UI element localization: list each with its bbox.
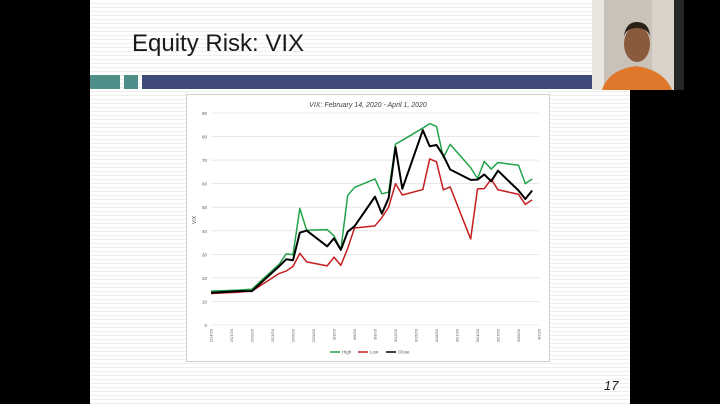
- x-tick-label: 2/29/20: [311, 328, 316, 342]
- x-tick-label: 3/9/20: [373, 328, 378, 340]
- legend-label: Close: [398, 350, 410, 355]
- y-axis-label: VIX: [192, 215, 198, 224]
- x-tick-label: 3/24/20: [475, 328, 480, 342]
- vix-chart: VIX: February 14, 2020 - April 1, 2020 V…: [186, 94, 550, 362]
- legend-label: Low: [370, 350, 379, 355]
- series-lines: [210, 122, 533, 295]
- chart-title: VIX: February 14, 2020 - April 1, 2020: [309, 102, 427, 109]
- x-tick-label: 3/15/20: [414, 328, 419, 342]
- x-tick-label: 3/12/20: [393, 328, 398, 342]
- y-tick-label: 30: [202, 252, 208, 257]
- x-tick-labels: 2/14/20 2/17/20 2/20/20 2/23/20 2/26/20 2/29/…: [209, 328, 542, 342]
- x-tick-label: 4/2/20: [537, 328, 542, 340]
- chart-svg: VIX: February 14, 2020 - April 1, 2020 V…: [192, 102, 542, 355]
- x-tick-label: 3/18/20: [434, 328, 439, 342]
- series-line-high: [210, 122, 533, 292]
- series-line-low: [210, 158, 533, 295]
- y-tick-label: 10: [202, 299, 208, 304]
- legend-label: High: [342, 350, 352, 355]
- presenter-webcam: [592, 0, 684, 90]
- y-tick-label: 70: [202, 158, 208, 163]
- y-tick-label: 50: [202, 205, 208, 210]
- y-tick-label: 90: [202, 111, 208, 116]
- x-tick-label: 3/21/20: [455, 328, 460, 342]
- y-tick-label: 40: [202, 229, 208, 234]
- x-tick-label: 3/6/20: [352, 328, 357, 340]
- x-tick-label: 3/27/20: [496, 328, 501, 342]
- series-line-close: [210, 129, 533, 294]
- title-accent-bar: [90, 75, 120, 89]
- x-tick-label: 2/20/20: [250, 328, 255, 342]
- x-tick-label: 2/14/20: [209, 328, 214, 342]
- slide-title: Equity Risk: VIX: [132, 30, 305, 57]
- y-tick-label: 60: [202, 182, 208, 187]
- title-accent-square: [124, 75, 138, 89]
- page-number: 17: [604, 378, 619, 393]
- presenter-video-feed: [592, 0, 684, 90]
- y-tick-label: 80: [202, 135, 208, 140]
- x-tick-label: 3/3/20: [332, 328, 337, 340]
- presentation-slide: Equity Risk: VIX VIX: February 14, 2020 …: [90, 0, 630, 404]
- chart-legend: High Low Close: [330, 350, 410, 355]
- x-tick-label: 2/17/20: [229, 328, 234, 342]
- x-tick-label: 2/26/20: [291, 328, 296, 342]
- y-tick-labels: 0 10 20 30 40 50 60 70 80 90: [202, 111, 208, 328]
- y-tick-label: 0: [204, 323, 207, 328]
- gridlines: [211, 112, 539, 326]
- y-tick-label: 20: [202, 276, 208, 281]
- x-tick-label: 2/23/20: [270, 328, 275, 342]
- title-divider-bar: [142, 75, 630, 89]
- x-tick-label: 3/30/20: [516, 328, 521, 342]
